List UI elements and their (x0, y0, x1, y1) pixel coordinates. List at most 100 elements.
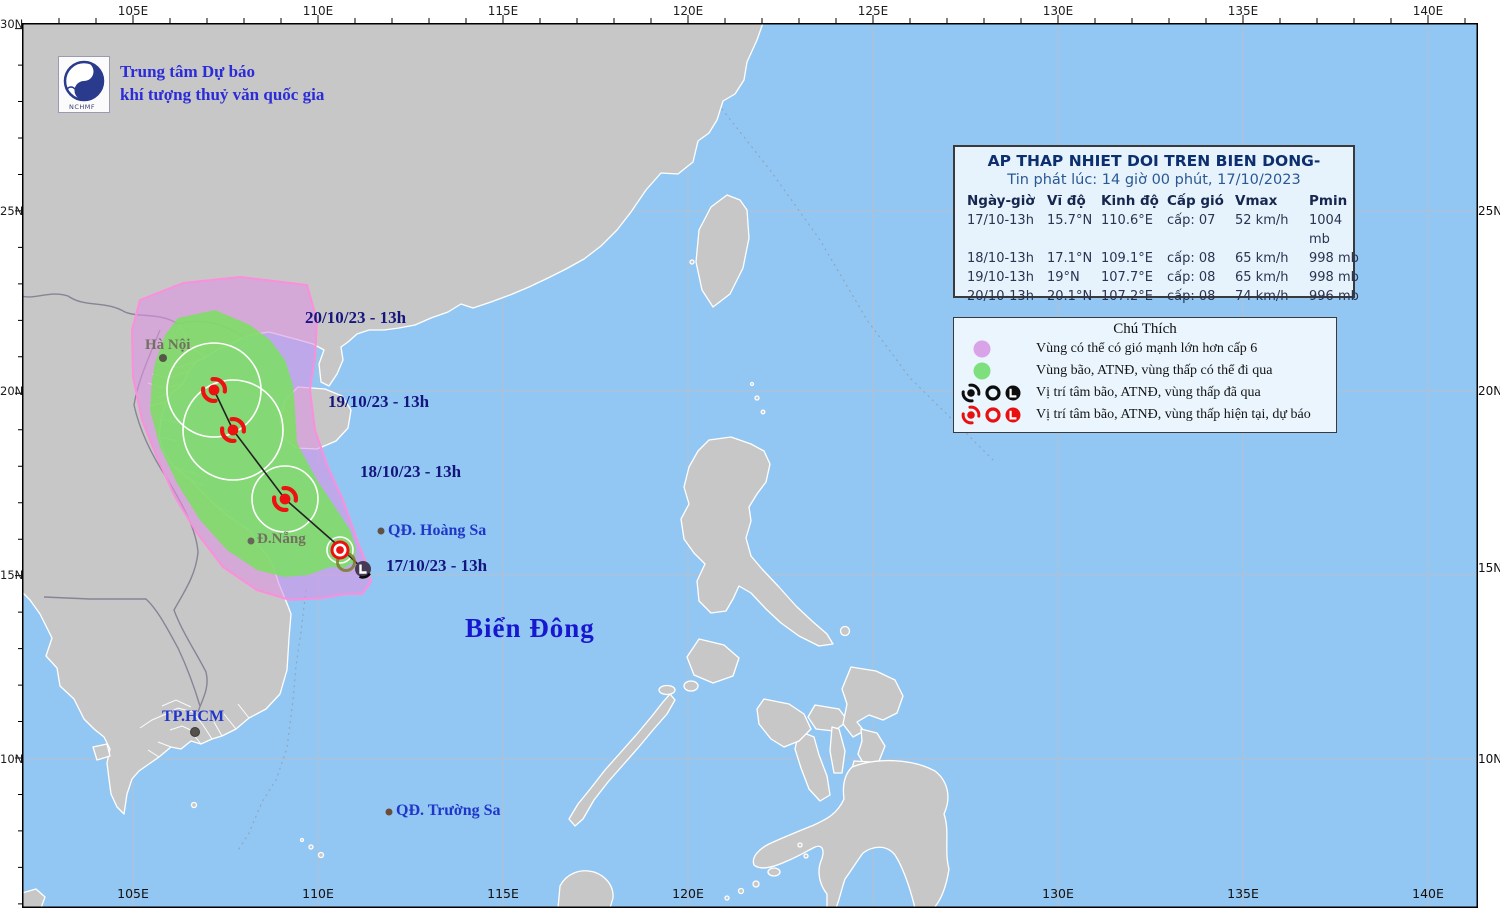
cell: 20/10-13h (967, 289, 1034, 304)
current-forecast-position-icons (961, 405, 1021, 425)
tphcm-label: TP.HCM (162, 708, 225, 725)
hoangsa-label: QĐ. Hoàng Sa (388, 522, 487, 539)
track-date-label: 18/10/23 - 13h (360, 462, 462, 481)
info-title: AP THAP NHIET DOI TREN BIEN DONG- (987, 152, 1321, 170)
land-taiwan (695, 194, 750, 308)
cell: 20.1°N (1047, 289, 1093, 304)
legend-row: Vùng bão, ATNĐ, vùng thấp có thể đi qua (960, 360, 1336, 382)
org-name-line2: khí tượng thuỷ văn quốc gia (120, 85, 325, 104)
purple-area-icon (973, 340, 991, 358)
hanoi-dot (159, 354, 167, 362)
axis-ticks (15, 15, 1466, 905)
lat-label-right: 20N (1478, 384, 1500, 398)
land-palawan (568, 693, 676, 827)
legend-row: Vị trí tâm bão, ATNĐ, vùng thấp hiện tại… (960, 404, 1336, 426)
lat-label-right: 15N (1478, 561, 1500, 575)
lon-label-top: 115E (487, 4, 519, 18)
lon-label-top: 120E (672, 4, 704, 18)
track-date-label: 19/10/23 - 13h (328, 392, 430, 411)
lat-label-left: 15N (0, 568, 24, 582)
cell: 107.7°E (1101, 270, 1153, 285)
lon-label-top: 105E (117, 4, 149, 18)
nchmf-logo: NCHMF (58, 56, 110, 113)
col-header: Kinh độ (1101, 193, 1159, 209)
cell: 998 mb (1309, 251, 1359, 266)
lat-label-right: 10N (1478, 752, 1500, 766)
tphcm-dot (190, 727, 200, 737)
lon-label-bottom: 135E (1227, 886, 1259, 901)
truongsa-dot (385, 808, 393, 816)
track-date-label: 20/10/23 - 13h (305, 308, 407, 327)
storm-info-box: AP THAP NHIET DOI TREN BIEN DONG- Tin ph… (953, 145, 1359, 304)
lat-label-left: 20N (0, 384, 24, 398)
col-header: Cấp gió (1167, 193, 1224, 209)
storm-passage-area (150, 310, 356, 577)
sea-name-label: Biển Đông (465, 613, 595, 643)
lon-label-bottom: 130E (1042, 886, 1074, 901)
lon-label-top: 130E (1042, 4, 1074, 18)
hoangsa-dot (377, 527, 385, 535)
lat-label-right: 25N (1478, 204, 1500, 218)
col-header: Ngày-giờ (967, 193, 1035, 209)
cell: 998 mb (1309, 270, 1359, 285)
cell: 109.1°E (1101, 251, 1153, 266)
cell: 107.2°E (1101, 289, 1153, 304)
lon-label-top: 140E (1412, 4, 1444, 18)
lon-label-top: 135E (1227, 4, 1259, 18)
lon-label-top: 110E (302, 4, 334, 18)
cell: cấp: 07 (1167, 213, 1216, 228)
cell: 15.7°N (1047, 213, 1093, 228)
forecast-typhoon-symbols (201, 377, 298, 512)
danang-label: Đ.Nẵng (257, 531, 306, 547)
cell: cấp: 08 (1167, 289, 1216, 304)
green-area-icon (973, 362, 991, 380)
cell: cấp: 08 (1167, 251, 1216, 266)
cell: 19°N (1047, 270, 1080, 285)
track-date-label: 17/10/23 - 13h (386, 556, 488, 575)
legend-item-label: Vùng bão, ATNĐ, vùng thấp có thể đi qua (1036, 363, 1273, 378)
wind-radius-circles (166, 342, 354, 564)
cell: 74 km/h (1235, 289, 1289, 304)
lat-label-left: 30N (0, 17, 24, 31)
lon-label-bottom: 115E (487, 886, 519, 901)
cell: 65 km/h (1235, 270, 1289, 285)
cell: 17/10-13h (967, 213, 1034, 228)
legend-box: Chú Thích Vùng có thể có gió mạnh lớn hơ… (953, 317, 1337, 433)
land-borneo-tip (557, 870, 614, 908)
col-header: Pmin (1309, 193, 1348, 209)
legend-item-label: Vị trí tâm bão, ATNĐ, vùng thấp đã qua (1036, 385, 1261, 400)
past-position-icons (961, 383, 1021, 403)
cell: 996 mb (1309, 289, 1359, 304)
legend-row: Vị trí tâm bão, ATNĐ, vùng thấp đã qua (960, 382, 1336, 404)
lat-label-left: 25N (0, 204, 24, 218)
current-position-marker (330, 540, 350, 560)
lon-label-top: 125E (857, 4, 889, 18)
cell: 18/10-13h (967, 251, 1034, 266)
truongsa-label: QĐ. Trường Sa (396, 802, 501, 819)
hanoi-label: Hà Nội (145, 337, 191, 353)
danang-dot (247, 537, 255, 545)
land-luzon (680, 436, 834, 647)
cell: 110.6°E (1101, 213, 1153, 228)
forecast-table: Ngày-giờ Vĩ độ Kinh độ Cấp gió Vmax Pmin… (967, 192, 1359, 306)
past-position-marker (355, 561, 371, 579)
col-header: Vmax (1235, 193, 1278, 209)
cell: 19/10-13h (967, 270, 1034, 285)
lon-label-bottom: 110E (302, 886, 334, 901)
cell: 17.1°N (1047, 251, 1093, 266)
org-name-line1: Trung tâm Dự báo (120, 62, 256, 81)
lon-label-bottom: 120E (672, 886, 704, 901)
legend-title: Chú Thích (1113, 321, 1177, 337)
logo-acronym: NCHMF (69, 103, 96, 111)
land-mindoro (686, 638, 740, 684)
city-dots (159, 354, 393, 816)
maritime-boundary-lines (236, 103, 996, 853)
cell: 52 km/h (1235, 213, 1289, 228)
legend-row: Vùng có thể có gió mạnh lớn hơn cấp 6 (960, 338, 1336, 360)
lat-label-left: 10N (0, 752, 24, 766)
cell: cấp: 08 (1167, 270, 1216, 285)
landmasses (22, 23, 950, 908)
cell: 1004 mb (1309, 213, 1343, 247)
